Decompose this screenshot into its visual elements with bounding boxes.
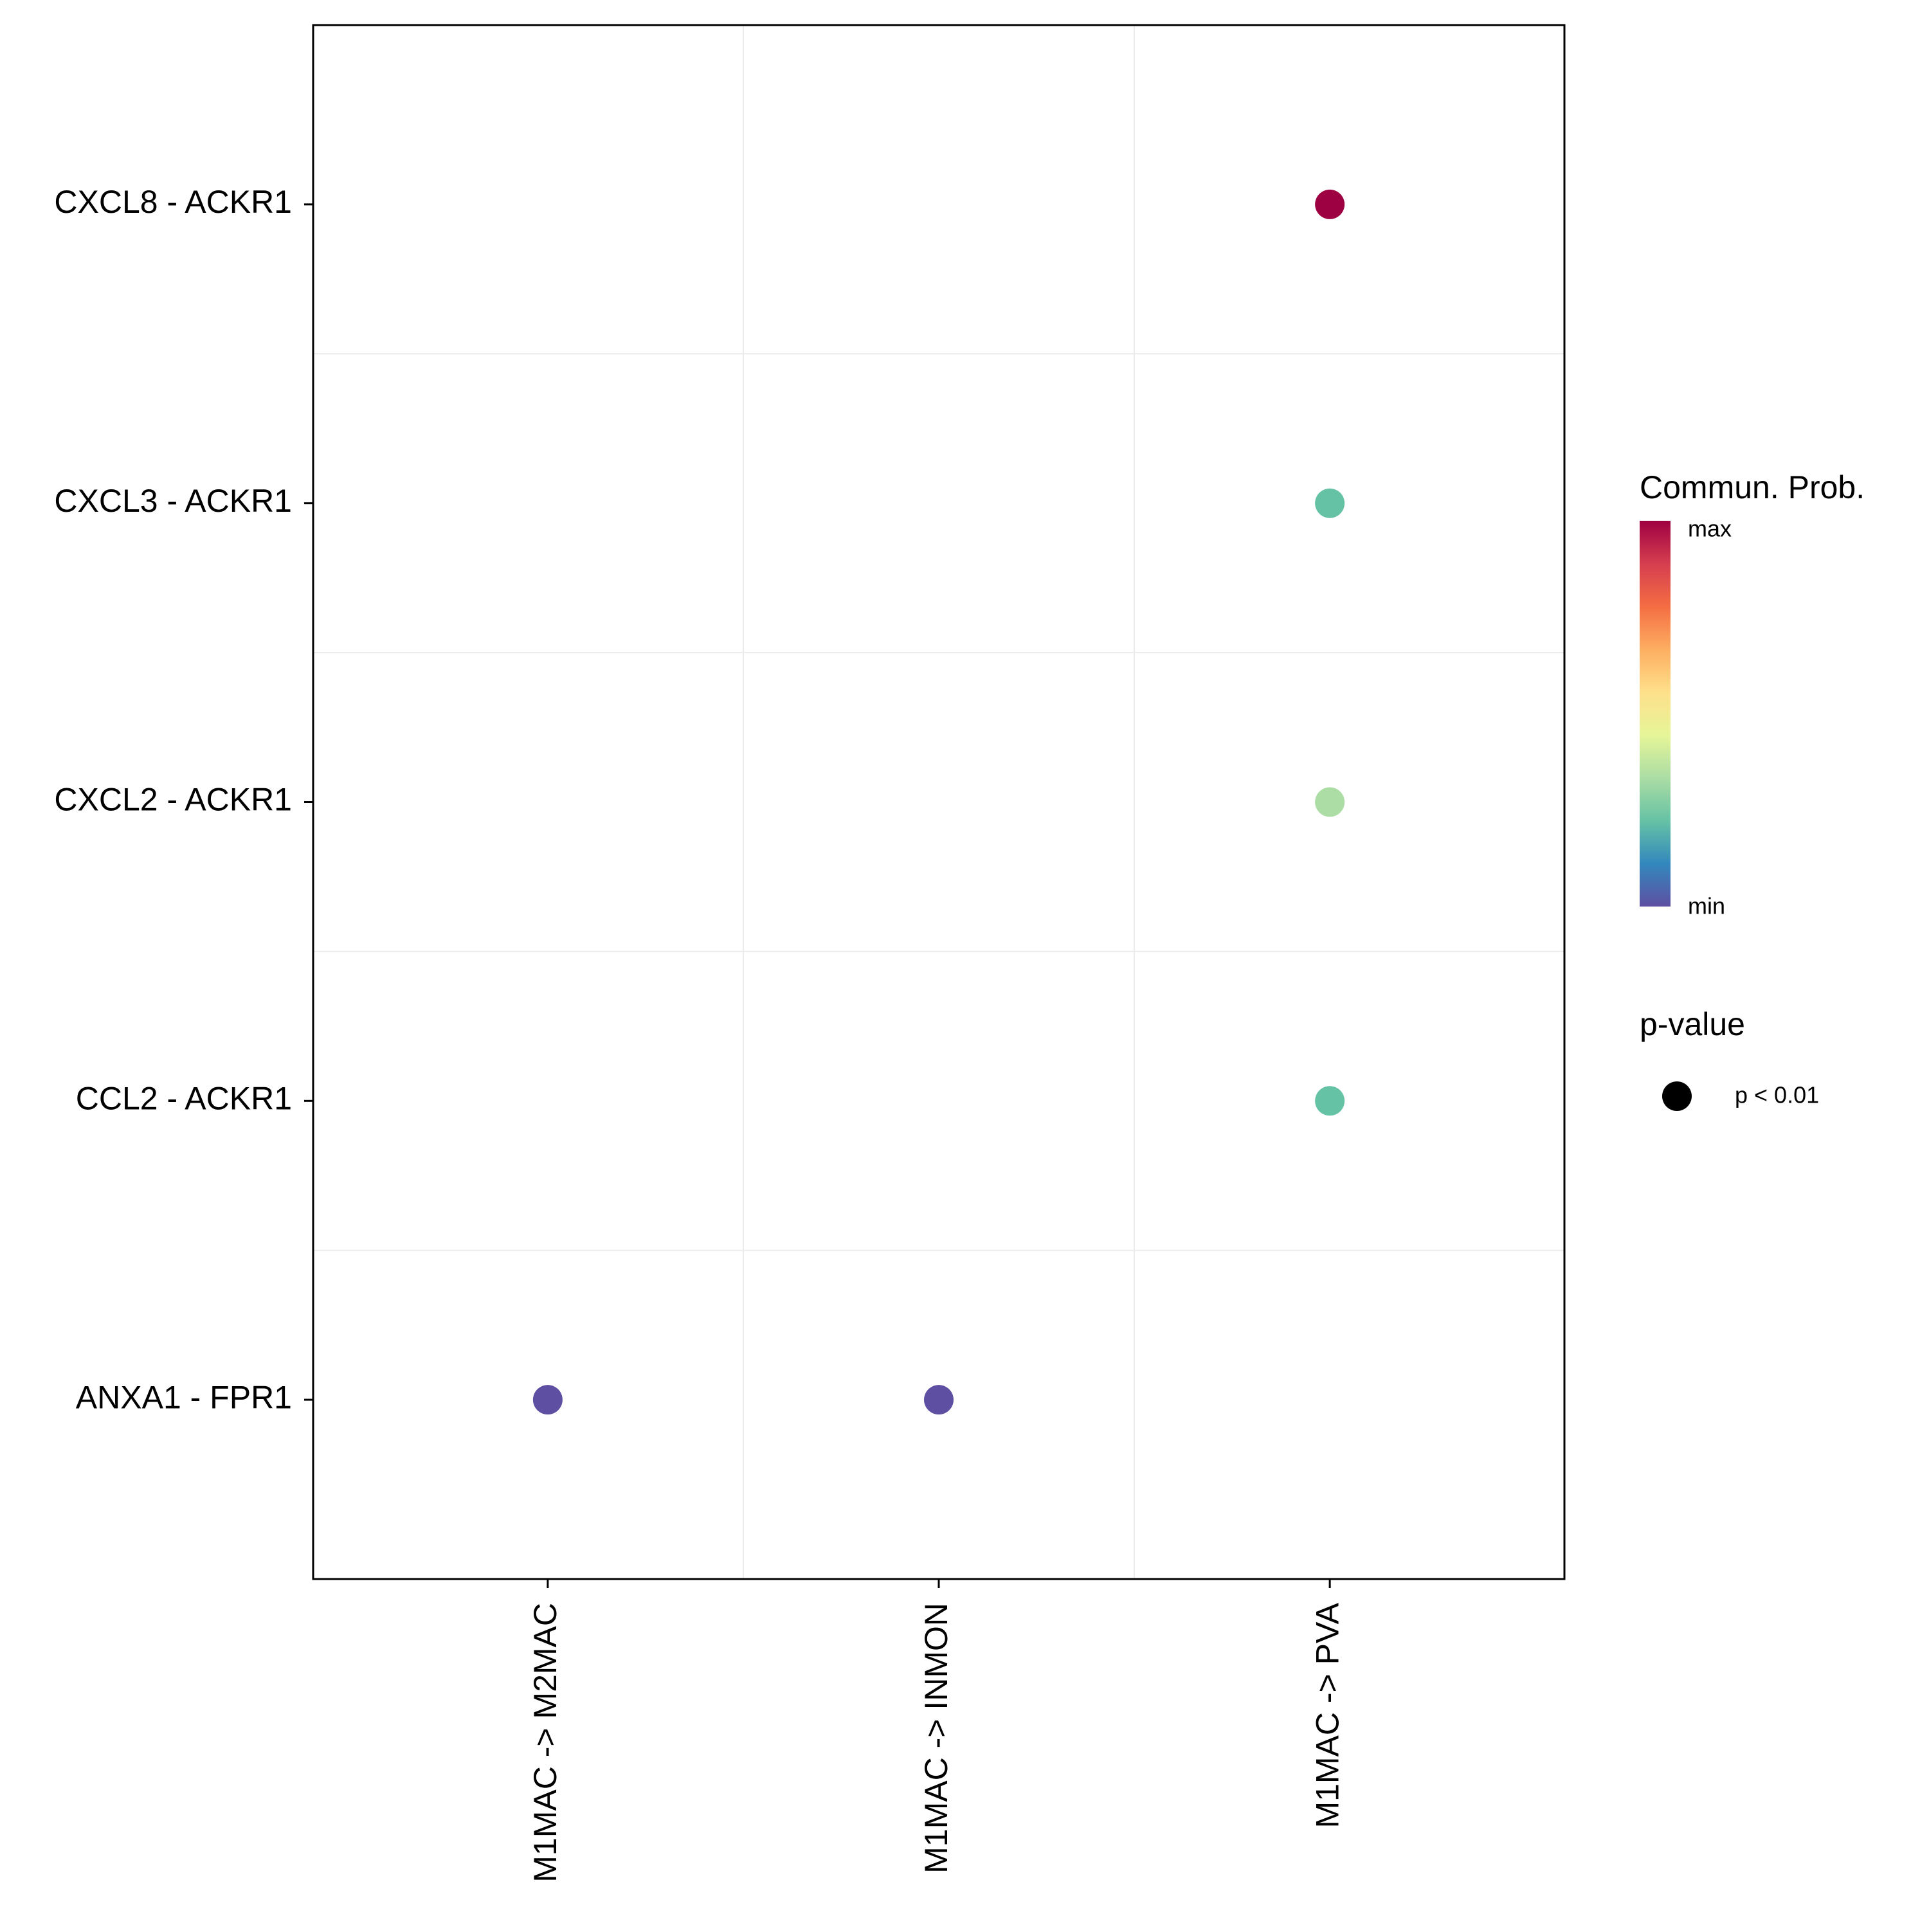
plot-panel-border (312, 24, 1566, 1580)
data-point (1315, 189, 1345, 219)
y-tick-label: ANXA1 - FPR1 (76, 1379, 292, 1415)
grid-lines (313, 25, 1564, 1579)
pvalue-legend-dot (1662, 1081, 1692, 1111)
data-point (1315, 488, 1345, 518)
y-tick-label: CCL2 - ACKR1 (76, 1081, 292, 1117)
data-point (1315, 1086, 1345, 1116)
data-point (1315, 787, 1345, 817)
color-legend-max-label: max (1688, 516, 1732, 542)
x-tick-label: M1MAC -> M2MAC (527, 1603, 563, 1882)
data-points (532, 189, 1345, 1415)
pvalue-legend: p-value p < 0.01 (1640, 1006, 1819, 1111)
pvalue-legend-title: p-value (1640, 1006, 1745, 1042)
color-legend-min-label: min (1688, 893, 1725, 919)
x-tick-label: M1MAC -> PVA (1309, 1602, 1345, 1828)
color-legend: Commun. Prob. max min (1640, 469, 1865, 919)
x-axis: M1MAC -> M2MAC M1MAC -> INMON M1MAC -> PVA (527, 1579, 1345, 1882)
pvalue-legend-entry: p < 0.01 (1735, 1082, 1819, 1108)
color-legend-title: Commun. Prob. (1640, 469, 1865, 505)
data-point (532, 1385, 563, 1415)
x-tick-label: M1MAC -> INMON (918, 1603, 954, 1873)
color-legend-bar (1640, 521, 1671, 907)
y-tick-label: CXCL3 - ACKR1 (54, 483, 292, 519)
y-tick-label: CXCL8 - ACKR1 (54, 184, 292, 220)
data-point (924, 1385, 954, 1415)
y-axis: CXCL8 - ACKR1 CXCL3 - ACKR1 CXCL2 - ACKR1 C… (54, 184, 313, 1415)
y-tick-label: CXCL2 - ACKR1 (54, 782, 292, 818)
